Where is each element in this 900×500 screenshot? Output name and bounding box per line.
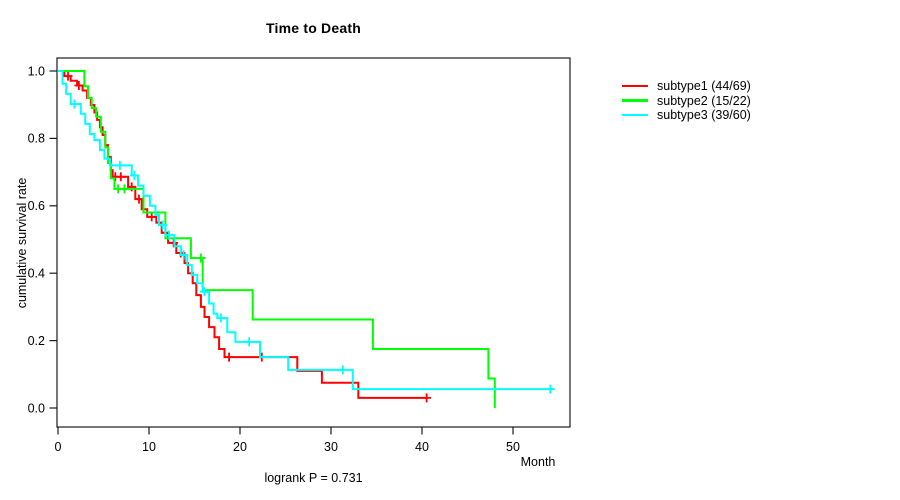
x-tick-label: 50 <box>506 440 520 454</box>
censor-marks-subtype3 <box>69 99 555 394</box>
y-tick-label: 0.4 <box>28 267 45 281</box>
x-tick-label: 20 <box>233 440 247 454</box>
legend-label-subtype1: subtype1 (44/69) <box>657 79 751 93</box>
x-tick-label: 40 <box>415 440 429 454</box>
survival-curve-subtype3 <box>58 70 554 391</box>
logrank-p-value: logrank P = 0.731 <box>264 471 363 485</box>
y-tick-label: 0.0 <box>28 401 45 415</box>
legend-label-subtype2: subtype2 (15/22) <box>657 93 751 108</box>
legend-item-subtype1: subtype1 (44/69) <box>622 79 751 93</box>
x-tick-label: 10 <box>142 440 156 454</box>
y-tick-label: 0.6 <box>28 199 45 213</box>
y-tick-label: 1.0 <box>28 64 45 78</box>
y-tick-label: 0.2 <box>28 334 45 348</box>
legend-line-subtype2 <box>622 99 648 102</box>
legend-label-subtype3: subtype3 (39/60) <box>657 108 751 122</box>
plot-border <box>56 57 571 428</box>
x-tick-label: 30 <box>324 440 338 454</box>
y-tick-label: 0.8 <box>28 132 45 146</box>
survival-curve-subtype2 <box>58 70 496 408</box>
y-axis-label: cumulative survival rate <box>15 177 29 309</box>
x-tick-label: 0 <box>55 440 62 454</box>
legend-item-subtype3: subtype3 (39/60) <box>622 108 751 122</box>
survival-curve-subtype1 <box>58 70 427 399</box>
legend-item-subtype2: subtype2 (15/22) <box>622 94 751 108</box>
legend: subtype1 (44/69) subtype2 (15/22) subtyp… <box>622 79 751 123</box>
legend-line-subtype3 <box>622 113 648 117</box>
censor-marks-subtype2 <box>113 184 206 263</box>
censor-marks-subtype1 <box>63 71 432 403</box>
legend-line-subtype1 <box>622 84 648 88</box>
x-axis-unit-label: Month <box>520 455 556 469</box>
chart-title: Time to Death <box>266 20 361 36</box>
